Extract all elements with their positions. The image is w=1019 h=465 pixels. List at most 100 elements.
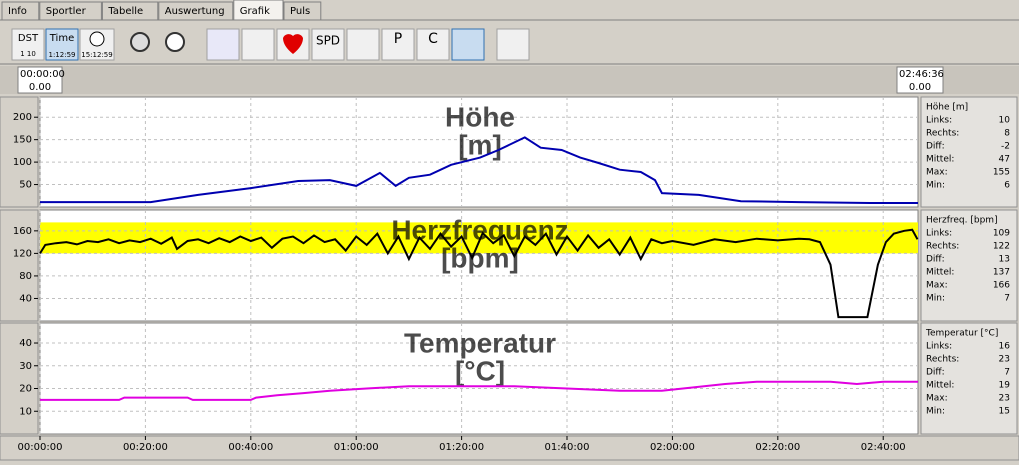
dst-scale: 1 10	[20, 50, 36, 58]
stats-value: 8	[1004, 129, 1010, 139]
stats-value: 122	[993, 242, 1010, 252]
tab-label: Sportler	[46, 6, 87, 17]
stats-label: Links:	[926, 229, 952, 239]
range-bar	[0, 66, 1019, 94]
cadence-button[interactable]	[346, 28, 380, 61]
stats-value: 109	[993, 229, 1010, 239]
height-button[interactable]	[206, 28, 240, 61]
stats-label: Max:	[926, 281, 948, 291]
x-tick-label: 00:00:00	[18, 442, 63, 453]
y-tick-label: 20	[19, 384, 32, 395]
stats-value: 15	[999, 407, 1010, 417]
y-tick-label: 150	[13, 135, 32, 146]
y-tick-label: 40	[19, 293, 32, 304]
stats-value: 47	[999, 155, 1010, 165]
data-line	[39, 228, 919, 319]
y-tick-label: 100	[13, 157, 32, 168]
y-tick-label: 10	[19, 406, 32, 417]
range-start: 00:00:00	[20, 69, 65, 80]
data-line	[40, 136, 918, 204]
tab-label: Auswertung	[165, 6, 225, 17]
stats-value: 7	[1004, 368, 1010, 378]
tab-label: Info	[8, 6, 27, 17]
stats-title: Höhe [m]	[926, 103, 968, 113]
y-axis-gutter	[0, 96, 39, 208]
range-end-value: 0.00	[909, 82, 931, 93]
tab[interactable]	[158, 1, 234, 21]
tab-label: Puls	[290, 6, 310, 17]
percent-button[interactable]	[241, 28, 275, 61]
stats-value: 19	[999, 381, 1011, 391]
stats-value: 7	[1004, 294, 1010, 304]
stats-value: 6	[1004, 181, 1010, 191]
stats-label: Mittel:	[926, 155, 954, 165]
stats-label: Max:	[926, 394, 948, 404]
stats-label: Diff:	[926, 255, 945, 265]
chart-unit: [°C]	[455, 355, 505, 386]
dst-label: DST	[18, 33, 39, 44]
tab[interactable]	[1, 1, 40, 21]
y-axis-gutter	[0, 322, 39, 435]
clock-value: 15:12:59	[81, 51, 112, 59]
c-button[interactable]	[416, 28, 450, 61]
stats-value: 13	[999, 255, 1010, 265]
range-start-box	[17, 66, 63, 94]
x-tick-label: 02:40:00	[861, 442, 906, 453]
stats-value: 137	[993, 268, 1010, 278]
stats-title: Herzfreq. [bpm]	[926, 216, 998, 226]
x-axis-bar	[0, 435, 1019, 461]
time-value: 1:12:59	[49, 51, 76, 59]
tab[interactable]	[101, 1, 159, 21]
stats-label: Diff:	[926, 142, 945, 152]
stats-label: Min:	[926, 181, 945, 191]
tab[interactable]	[283, 1, 322, 21]
stats-value: 166	[993, 281, 1010, 291]
stats-title: Temperatur [°C]	[925, 329, 998, 339]
stats-label: Min:	[926, 407, 945, 417]
speed-button[interactable]	[311, 28, 345, 61]
zoom-out[interactable]	[130, 32, 150, 52]
toolbar: DST 1 10 Time 1:12:59 15:12:59 SPD P C	[11, 28, 530, 61]
range-end: 02:46:36	[899, 69, 944, 80]
y-axis-gutter	[0, 209, 39, 322]
stats-value: -2	[1001, 142, 1010, 152]
stats-label: Links:	[926, 116, 952, 126]
x-tick-label: 02:00:00	[650, 442, 695, 453]
tab[interactable]	[233, 0, 284, 21]
x-tick-label: 01:20:00	[439, 442, 484, 453]
stats-label: Mittel:	[926, 381, 954, 391]
temperature-button[interactable]	[451, 28, 485, 61]
tab[interactable]	[39, 1, 102, 21]
heart-icon	[283, 34, 303, 54]
power-label: P	[394, 31, 402, 47]
stats-label: Min:	[926, 294, 945, 304]
stats-label: Max:	[926, 168, 948, 178]
stats-label: Mittel:	[926, 268, 954, 278]
power-button[interactable]	[381, 28, 415, 61]
dst-button[interactable]	[11, 28, 45, 61]
flag-button[interactable]	[496, 28, 530, 61]
y-tick-label: 120	[13, 248, 32, 259]
chart-title: Höhe	[445, 101, 515, 132]
y-tick-label: 80	[19, 271, 32, 282]
stats-value: 16	[999, 342, 1011, 352]
y-tick-label: 50	[19, 180, 32, 191]
zone-band	[40, 222, 918, 254]
c-label: C	[428, 31, 438, 47]
time-button[interactable]	[45, 28, 79, 61]
stats-panel	[920, 209, 1018, 322]
x-tick-label: 01:00:00	[334, 442, 379, 453]
chart-unit: [bpm]	[441, 242, 519, 273]
clock-icon	[89, 31, 105, 47]
y-tick-label: 200	[13, 112, 32, 123]
data-line	[40, 380, 918, 401]
stats-value: 10	[999, 116, 1011, 126]
y-tick-label: 40	[19, 338, 32, 349]
x-tick-label: 02:20:00	[755, 442, 800, 453]
zoom-in[interactable]	[165, 32, 185, 52]
tab-label: Grafik	[240, 6, 270, 17]
stats-value: 155	[993, 168, 1010, 178]
y-tick-label: 160	[13, 226, 32, 237]
x-tick-label: 01:40:00	[545, 442, 590, 453]
